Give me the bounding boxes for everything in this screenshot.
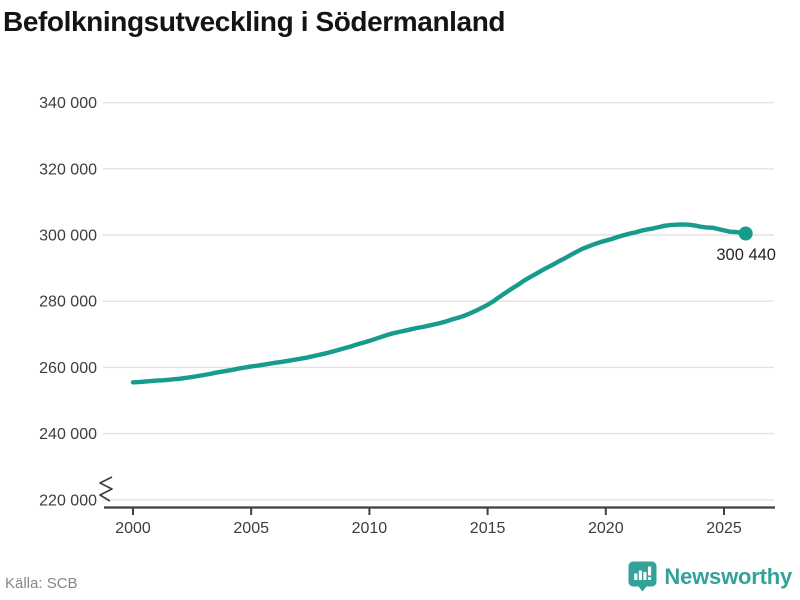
y-tick-label: 340 000 (39, 95, 97, 112)
x-tick-label: 2000 (115, 520, 151, 537)
x-axis: 2000 2005 2010 2015 2020 2025 (104, 506, 775, 537)
footer: Källa: SCB Newsworthy (0, 561, 800, 592)
series-end-dot (738, 226, 753, 241)
y-tick-label: 300 000 (39, 228, 97, 245)
newsworthy-pin-barchart-icon (628, 561, 657, 592)
y-tick-label: 280 000 (39, 294, 97, 311)
y-tick-label: 240 000 (39, 426, 97, 443)
source-note: Källa: SCB (5, 575, 78, 592)
y-tick-label: 320 000 (39, 161, 97, 178)
chart-title: Befolkningsutveckling i Södermanland (3, 6, 506, 37)
y-tick-label: 260 000 (39, 360, 97, 377)
population-series-line (130, 222, 748, 385)
gridlines (103, 101, 774, 501)
x-tick-label: 2005 (233, 520, 269, 537)
newsworthy-brand[interactable]: Newsworthy (628, 561, 792, 592)
axis-break-icon (99, 476, 113, 502)
y-axis-labels: 340 000 320 000 300 000 280 000 260 000 240 0… (39, 95, 97, 509)
end-value-label: 300 440 (716, 246, 776, 264)
x-tick-label: 2015 (470, 520, 506, 537)
x-tick-label: 2025 (706, 520, 742, 537)
x-tick-label: 2010 (352, 520, 388, 537)
y-tick-label: 220 000 (39, 492, 97, 509)
x-tick-label: 2020 (588, 520, 624, 537)
newsworthy-wordmark: Newsworthy (664, 563, 792, 589)
